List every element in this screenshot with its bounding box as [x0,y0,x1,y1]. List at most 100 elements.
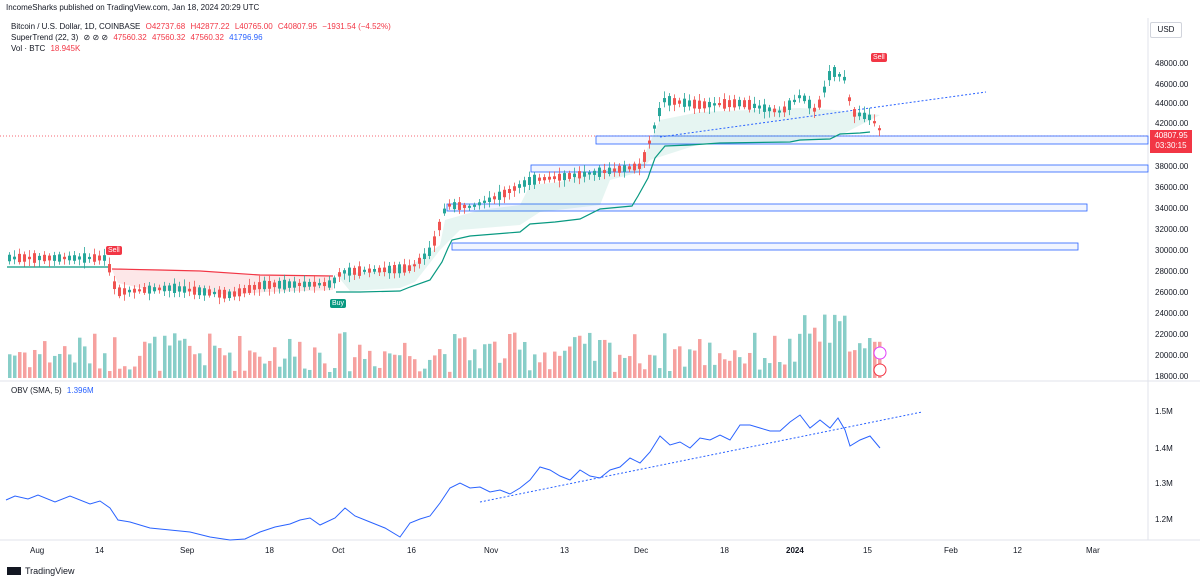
candle-body [608,167,611,174]
sell-signal-label: Sell [106,246,122,255]
y-label: 22000.00 [1155,330,1189,339]
candle-body [218,289,221,298]
volume-bar [23,352,27,378]
candle-body [173,283,176,293]
candle-body [363,269,366,272]
supertrend-legend[interactable]: SuperTrend (22, 3) ⊘ ⊘ ⊘ 47560.32 47560.… [11,33,266,42]
zone-2[interactable] [530,164,1149,173]
volume-bar [693,350,697,378]
candle-body [478,202,481,206]
candle-body [463,204,466,208]
candle-body [53,255,56,261]
footer-text: TradingView [25,566,75,576]
candle-body [758,105,761,109]
obv-trendline[interactable] [479,411,923,503]
volume-bar [538,362,542,378]
volume-bar [288,338,292,378]
volume-bar [108,371,112,378]
x-label: Dec [634,546,648,555]
zone-3[interactable] [446,203,1088,212]
volume-bar [368,350,372,378]
zone-1[interactable] [595,135,1149,145]
candle-body [188,288,191,292]
candle-body [643,152,646,162]
volume-bar [248,350,252,378]
supertrend-line-up-2 [336,131,871,293]
volume-bar [198,353,202,378]
supertrend-value: 47560.32 [151,33,186,42]
candle-body [678,100,681,104]
time-axis[interactable]: Aug 14 Sep 18 Oct 16 Nov 13 Dec 18 2024 … [30,546,1100,555]
volume-bar [243,370,247,378]
y-label: 30000.00 [1155,246,1189,255]
candle-body [828,71,831,81]
supertrend-bear-fill [112,268,333,295]
candle-body [98,255,101,261]
volume-bar [483,344,487,378]
volume-bar [848,351,852,378]
volume-bar [583,343,587,378]
change-value: −1931.54 (−4.52%) [322,22,391,31]
candle-body [258,282,261,290]
us-flag-icon[interactable] [873,363,887,377]
volume-bar [748,352,752,378]
candle-body [548,176,551,180]
y-label: 28000.00 [1155,267,1189,276]
volume-bar [623,357,627,378]
volume-bar [668,371,672,378]
supertrend-label: SuperTrend (22, 3) [11,33,79,42]
candle-body [593,170,596,175]
volume-bar [528,370,532,378]
volume-bar [193,354,197,378]
obv-axis[interactable]: 1.5M 1.4M 1.3M 1.2M [1155,407,1173,524]
candle-body [108,264,111,273]
volume-bar [753,332,757,378]
candle-body [43,254,46,262]
volume-bar [83,346,87,378]
volume-legend[interactable]: Vol · BTC 18.945K [11,44,83,53]
footer-brand[interactable]: TradingView [7,566,75,576]
volume-bar [173,333,177,378]
candle-body [248,285,251,293]
candle-body [348,267,351,276]
price-trendline[interactable] [659,91,987,138]
symbol-legend[interactable]: Bitcoin / U.S. Dollar, 1D, COINBASE O427… [11,22,394,31]
candle-body [818,99,821,108]
volume-bar [403,342,407,378]
zone-4[interactable] [451,242,1079,251]
volume-bar [268,360,272,378]
candle-body [543,177,546,181]
candle-body [753,103,756,109]
y-label: 48000.00 [1155,59,1189,68]
currency-button[interactable]: USD [1150,22,1182,38]
candle-body [138,289,141,292]
x-label: Sep [180,546,195,555]
obv-legend[interactable]: OBV (SMA, 5) 1.396M [11,386,97,395]
candle-body [663,98,666,103]
candle-body [103,255,106,261]
volume-bar [703,365,707,378]
candle-body [118,287,121,297]
volume-bar [188,345,192,378]
volume-bar [683,366,687,378]
x-label: Nov [484,546,498,555]
candle-body [318,282,321,286]
lightning-icon[interactable] [873,346,887,360]
obv-y-label: 1.5M [1155,407,1173,416]
volume-bar [413,359,417,378]
candle-body [638,163,641,169]
supertrend-value: 41796.96 [229,33,263,42]
candle-body [768,107,771,112]
volume-bar [543,352,547,378]
bar-countdown: 03:30:15 [1155,141,1187,150]
volume-bar [323,363,327,378]
volume-bar [298,341,302,378]
price-axis[interactable]: 48000.00 46000.00 44000.00 42000.00 3800… [1155,59,1189,381]
volume-bar [843,315,847,378]
volume-bar [398,355,402,378]
volume-bar [218,348,222,378]
x-label: Oct [332,546,345,555]
volume-bar [373,366,377,378]
candle-body [588,172,591,175]
